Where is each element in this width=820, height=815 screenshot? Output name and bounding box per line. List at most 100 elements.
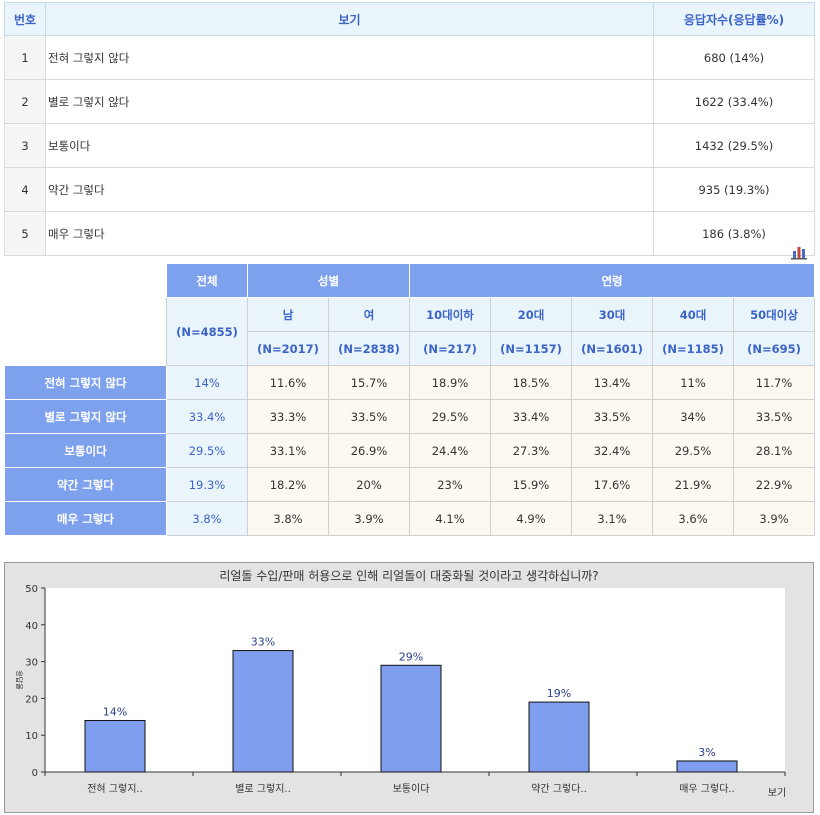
- bar: [232, 650, 294, 773]
- cell-value: 3.8%: [247, 501, 329, 536]
- cell-value: 23%: [409, 467, 492, 502]
- corner-blank: [4, 263, 167, 366]
- header-no: 번호: [4, 2, 46, 36]
- table-row: 약간 그렇다 19.3% 18.2% 20% 23% 15.9% 17.6% 2…: [4, 467, 816, 502]
- cell-value: 11%: [652, 365, 735, 400]
- group-label: 10대이하: [409, 297, 492, 332]
- group-n: (N=217): [409, 331, 492, 366]
- bar-chart-icon[interactable]: [790, 244, 808, 260]
- group-label: 50대이상: [733, 297, 816, 332]
- row-label: 보통이다: [4, 433, 167, 468]
- cell-value: 18.5%: [490, 365, 573, 400]
- header-total: 전체: [166, 263, 248, 298]
- cell-value: 33.1%: [247, 433, 329, 468]
- x-tick-label: 별로 그렇지..: [235, 782, 291, 795]
- cell-value: 24.4%: [409, 433, 492, 468]
- cell-value: 13.4%: [571, 365, 654, 400]
- row-total: 33.4%: [166, 399, 248, 434]
- table-row: 4 약간 그렇다 935 (19.3%): [4, 167, 815, 212]
- bar: [380, 664, 442, 773]
- x-axis-label: 보기: [768, 787, 786, 799]
- row-count: 680 (14%): [653, 35, 815, 80]
- bar: [528, 701, 590, 773]
- cell-value: 18.2%: [247, 467, 329, 502]
- cell-value: 27.3%: [490, 433, 573, 468]
- row-total: 29.5%: [166, 433, 248, 468]
- header-total-n: (N=4855): [166, 297, 248, 366]
- cell-value: 21.9%: [652, 467, 735, 502]
- bar-chart: 리얼돌 수입/판매 허용으로 인해 리얼돌이 대중화될 것이라고 생각하십니까?…: [4, 562, 814, 813]
- x-tick-label: 매우 그렇다..: [679, 782, 735, 795]
- cross-header-row-1: 전체 성별 연령: [4, 263, 816, 366]
- cell-value: 33.5%: [327, 399, 411, 434]
- row-count: 1432 (29.5%): [653, 123, 815, 168]
- y-tick-label: 0: [32, 768, 38, 779]
- group-n: (N=1185): [652, 331, 735, 366]
- cell-value: 32.4%: [571, 433, 654, 468]
- x-tick-label: 보통이다: [393, 783, 430, 795]
- row-label: 매우 그렇다: [4, 501, 167, 536]
- bar-chart-svg: 리얼돌 수입/판매 허용으로 인해 리얼돌이 대중화될 것이라고 생각하십니까?…: [15, 569, 786, 799]
- row-label: 별로 그렇지 않다: [4, 399, 167, 434]
- cell-value: 4.9%: [490, 501, 573, 536]
- cell-value: 3.9%: [327, 501, 411, 536]
- cell-value: 29.5%: [409, 399, 492, 434]
- cell-value: 15.9%: [490, 467, 573, 502]
- y-tick-label: 50: [25, 584, 38, 595]
- cell-value: 4.1%: [409, 501, 492, 536]
- table-row: 5 매우 그렇다 186 (3.8%): [4, 211, 815, 256]
- row-count: 935 (19.3%): [653, 167, 815, 212]
- cell-value: 33.3%: [247, 399, 329, 434]
- group-n: (N=1601): [571, 331, 654, 366]
- data-label: 33%: [251, 636, 275, 649]
- row-count: 186 (3.8%): [653, 211, 815, 256]
- cell-value: 33.5%: [571, 399, 654, 434]
- cell-value: 3.6%: [652, 501, 735, 536]
- row-number: 4: [4, 167, 46, 212]
- table-row: 1 전혀 그렇지 않다 680 (14%): [4, 35, 815, 80]
- cross-table: 전체 성별 연령 (N=4855) 남 여 10대이하 20대 30대 40대 …: [4, 263, 816, 536]
- header-gender: 성별: [246, 263, 411, 298]
- group-label: 40대: [652, 297, 735, 332]
- group-n: (N=1157): [490, 331, 573, 366]
- cross-header-row-3: (N=2017) (N=2838) (N=217) (N=1157) (N=16…: [5, 331, 816, 366]
- cell-value: 33.5%: [733, 399, 816, 434]
- row-option: 매우 그렇다: [45, 211, 654, 256]
- y-tick-label: 30: [25, 658, 38, 669]
- cell-value: 11.6%: [247, 365, 329, 400]
- data-label: 3%: [698, 746, 715, 759]
- cell-value: 34%: [652, 399, 735, 434]
- y-tick-label: 40: [25, 621, 38, 632]
- data-label: 19%: [547, 687, 571, 700]
- row-option: 별로 그렇지 않다: [45, 79, 654, 124]
- row-number: 1: [4, 35, 46, 80]
- cell-value: 33.4%: [490, 399, 573, 434]
- cell-value: 3.9%: [733, 501, 816, 536]
- group-label: 20대: [490, 297, 573, 332]
- cell-value: 17.6%: [571, 467, 654, 502]
- data-label: 14%: [103, 705, 127, 718]
- group-label: 여: [327, 297, 411, 332]
- table-row: 2 별로 그렇지 않다 1622 (33.4%): [4, 79, 815, 124]
- row-label: 전혀 그렇지 않다: [4, 365, 167, 400]
- group-label: 30대: [571, 297, 654, 332]
- row-count: 1622 (33.4%): [653, 79, 815, 124]
- bar: [676, 760, 738, 773]
- cross-header-row-2: (N=4855) 남 여 10대이하 20대 30대 40대 50대이상: [5, 297, 816, 366]
- cell-value: 26.9%: [327, 433, 411, 468]
- row-number: 3: [4, 123, 46, 168]
- group-n: (N=695): [733, 331, 816, 366]
- group-n: (N=2838): [327, 331, 411, 366]
- cell-value: 15.7%: [327, 365, 411, 400]
- bar: [84, 719, 146, 773]
- header-age: 연령: [409, 263, 816, 298]
- header-count: 응답자수(응답률%): [653, 2, 815, 36]
- group-label: 남: [247, 297, 329, 332]
- row-total: 14%: [166, 365, 248, 400]
- table-row: 전혀 그렇지 않다 14% 11.6% 15.7% 18.9% 18.5% 13…: [4, 365, 816, 400]
- cell-value: 28.1%: [733, 433, 816, 468]
- row-total: 3.8%: [166, 501, 248, 536]
- data-label: 29%: [399, 650, 423, 663]
- y-tick-label: 20: [25, 694, 38, 705]
- response-table: 번호 보기 응답자수(응답률%) 1 전혀 그렇지 않다 680 (14%) 2…: [4, 2, 815, 256]
